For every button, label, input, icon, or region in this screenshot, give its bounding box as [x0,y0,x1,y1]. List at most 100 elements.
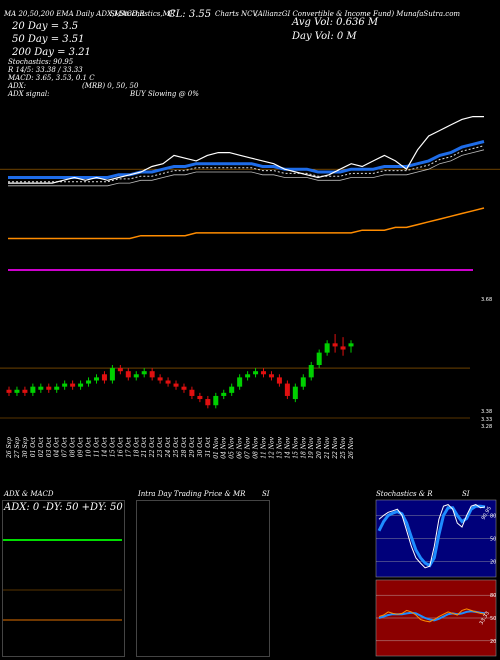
candle-body [324,343,330,353]
candle-body [229,386,235,393]
date-tick-label: 07 Oct [62,436,69,457]
candle-body [308,365,314,378]
date-tick-label: 20 Nov [316,436,323,459]
candle-body [157,377,163,381]
date-tick-label: 26 Nov [348,436,355,459]
candle-body [101,374,107,381]
date-tick-label: 01 Oct [30,436,37,457]
date-tick-label: 21 Oct [141,436,148,458]
date-tick-label: 31 Oct [205,436,212,457]
adx-panel-inner: ADX: 0 -DY: 50 +DY: 50 [4,502,123,513]
header-ma200: 200 Day = 3.21 [12,47,91,58]
stoch-panel-title: Stochastics & R [376,490,433,498]
date-tick-label: 11 Nov [261,436,268,458]
header-ma50: 50 Day = 3.51 [12,34,85,45]
date-tick-label: 14 Nov [284,436,291,458]
adx-panel-title: ADX & MACD [4,490,54,498]
ma200-line [8,207,485,240]
date-tick-label: 05 Nov [229,436,236,458]
date-tick-label: 15 Nov [292,436,299,458]
date-tick-label: 30 Sep [22,437,29,458]
date-tick-label: 17 Oct [125,436,132,457]
date-tick-label: 27 Sep [14,437,21,459]
candle-body [93,377,99,381]
stoch-tick-label: 80 [490,513,496,519]
price-label: 3.33 [481,417,492,423]
candle-body [268,374,274,378]
candle-body [173,383,179,387]
candle-body [141,371,147,375]
date-tick-label: 25 Nov [340,436,347,459]
stoch-k-line [378,504,486,569]
date-tick-label: 21 Nov [324,436,331,459]
candle-body [125,371,131,378]
candle-body [292,386,298,400]
candle-body [109,368,115,381]
candle-body [6,389,12,393]
date-tick-label: 25 Oct [173,436,180,458]
candle-body [14,389,20,393]
adx-panel [2,500,125,657]
date-tick-label: 22 Nov [332,436,339,459]
date-tick-label: 06 Nov [237,436,244,458]
candle-body [213,395,219,406]
header-r-line: R 14/5: 33.38 / 33.33 [8,66,83,74]
ma-dashed-line [8,145,485,183]
date-tick-label: 04 Nov [221,436,228,458]
rsi-tick-label: 20 [490,639,496,645]
header-adx: ADX: [8,82,27,90]
header-avg-vol: Avg Vol: 0.636 M [292,17,379,28]
candle-body [348,343,354,347]
stoch-tick-label: 20 [490,560,496,566]
date-tick-label: 03 Oct [46,436,53,457]
candle-body [70,383,76,387]
date-tick-label: 07 Nov [245,436,252,458]
candle-body [86,380,92,384]
si-panel-title: SI [262,490,270,498]
header-ma20: 20 Day = 3.5 [12,21,79,32]
date-tick-label: 08 Oct [70,436,77,457]
candle-body [332,343,338,347]
candle-body [38,386,44,390]
candle-body [276,377,282,384]
header-mid-line: SI,Stochastics,MR [110,10,176,18]
stoch-tick-label: 50 [490,537,496,543]
header-mrb: (MRB) 0, 50, 50 [82,82,139,90]
rsi-line [378,608,486,623]
date-tick-label: 24 Oct [165,436,172,458]
price-label: 3.38 [481,409,492,415]
header-adx-signal: ADX signal: [8,90,50,98]
candle-body [46,386,52,390]
candle-body [133,374,139,378]
date-tick-label: 18 Nov [300,436,307,458]
header-day-vol: Day Vol: 0 M [292,31,357,42]
candle-body [78,383,84,387]
date-tick-label: 18 Oct [133,436,140,457]
date-tick-label: 04 Oct [54,436,61,457]
candle-body [340,346,346,350]
candle-body [189,389,195,396]
date-tick-label: 19 Nov [308,436,315,458]
date-tick-label: 15 Oct [109,436,116,457]
rsi-tick-label: 80 [490,593,496,599]
date-tick-label: 26 Sep [6,437,13,459]
header-macd: MACD: 3.65, 3.53, 0.1 C [8,74,95,82]
header-stochastics: Stochastics: 90.95 [8,58,74,66]
header-company: (AllianzGI Convertible & Income Fund) Mu… [255,10,461,18]
date-tick-label: 10 Oct [86,436,93,457]
date-tick-label: 29 Oct [189,436,196,458]
candle-body [62,383,68,387]
date-tick-label: 14 Oct [101,436,108,457]
header-charts-label: Charts NCV [215,10,258,18]
date-tick-label: 01 Nov [213,436,220,458]
ema-line [8,140,485,179]
candle-body [165,380,171,384]
candle-body [30,386,36,393]
candle-body [261,371,267,375]
candle-body [300,377,306,387]
candle-body [22,389,28,393]
candle-body [237,377,243,387]
date-tick-label: 30 Oct [197,436,204,457]
date-tick-label: 22 Oct [149,436,156,458]
